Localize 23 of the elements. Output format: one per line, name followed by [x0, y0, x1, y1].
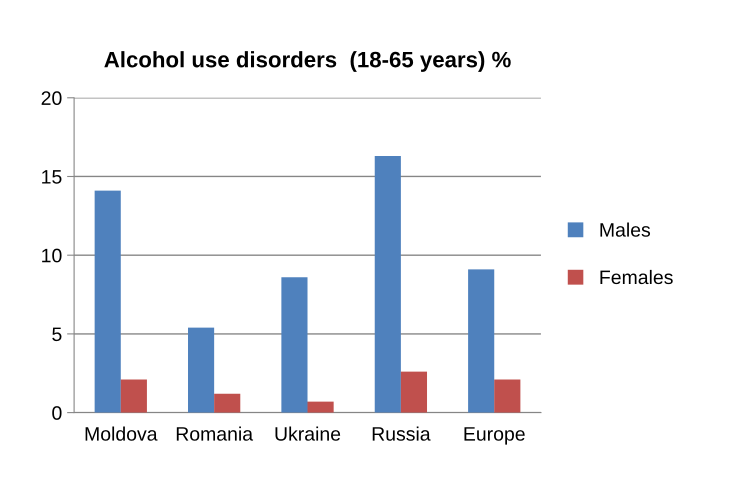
y-tick-label: 0: [52, 406, 62, 420]
bar: [94, 190, 121, 413]
y-tick-label: 20: [42, 91, 62, 106]
bar: [400, 372, 428, 413]
y-tick-label: 10: [42, 248, 62, 262]
y-tick-label: 15: [42, 170, 62, 184]
legend-label: Males: [600, 222, 650, 237]
chart-title: Alcohol use disorders (18-65 years) %: [104, 51, 511, 72]
bar: [214, 394, 240, 413]
x-tick-label: Ukraine: [276, 426, 340, 441]
bar: [281, 277, 308, 413]
bar: [308, 402, 334, 413]
bar: [188, 328, 214, 413]
legend-label: Females: [600, 270, 673, 284]
x-tick-label: Russia: [372, 426, 431, 441]
bar: [468, 269, 494, 413]
y-tick-label: 5: [52, 328, 62, 342]
x-tick-label: Europe: [464, 427, 525, 445]
bar: [494, 380, 520, 413]
bar: [120, 380, 147, 413]
x-tick-label: Moldova: [86, 426, 158, 441]
bar: [374, 156, 401, 413]
x-tick-label: Romania: [176, 426, 254, 441]
